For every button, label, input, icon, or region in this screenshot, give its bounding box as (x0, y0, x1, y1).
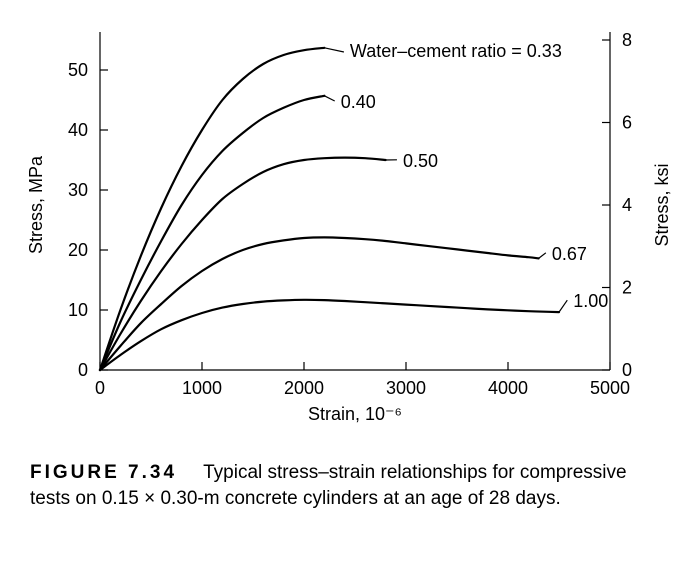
svg-text:Strain, 10⁻⁶: Strain, 10⁻⁶ (308, 404, 402, 424)
svg-text:0.50: 0.50 (403, 151, 438, 171)
svg-text:2000: 2000 (284, 378, 324, 398)
figure-container: { "chart": { "type": "line", "background… (0, 0, 693, 569)
svg-text:0.67: 0.67 (552, 244, 587, 264)
svg-text:6: 6 (622, 113, 632, 133)
svg-text:0: 0 (622, 360, 632, 380)
figure-caption: FIGURE 7.34 Typical stress–strain relati… (30, 460, 663, 511)
svg-text:5000: 5000 (590, 378, 630, 398)
svg-text:4000: 4000 (488, 378, 528, 398)
svg-text:30: 30 (68, 180, 88, 200)
svg-text:40: 40 (68, 120, 88, 140)
figure-number: FIGURE 7.34 (30, 462, 177, 483)
svg-text:0: 0 (95, 378, 105, 398)
svg-text:1000: 1000 (182, 378, 222, 398)
svg-text:20: 20 (68, 240, 88, 260)
svg-text:2: 2 (622, 278, 632, 298)
svg-text:Stress, ksi: Stress, ksi (652, 163, 672, 246)
svg-text:4: 4 (622, 195, 632, 215)
svg-text:3000: 3000 (386, 378, 426, 398)
svg-text:1.00: 1.00 (573, 291, 608, 311)
svg-text:50: 50 (68, 60, 88, 80)
svg-text:8: 8 (622, 30, 632, 50)
svg-text:10: 10 (68, 300, 88, 320)
svg-text:0.40: 0.40 (341, 92, 376, 112)
stress-strain-chart: 010002000300040005000Strain, 10⁻⁶0102030… (0, 0, 693, 440)
svg-text:Stress, MPa: Stress, MPa (26, 155, 46, 254)
svg-text:Water–cement ratio = 0.33: Water–cement ratio = 0.33 (350, 41, 562, 61)
svg-text:0: 0 (78, 360, 88, 380)
